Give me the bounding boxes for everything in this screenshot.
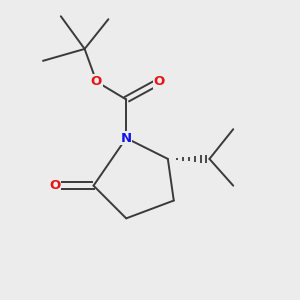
- Text: O: O: [49, 179, 61, 192]
- Text: N: N: [121, 132, 132, 145]
- Text: O: O: [91, 75, 102, 88]
- Text: O: O: [153, 75, 164, 88]
